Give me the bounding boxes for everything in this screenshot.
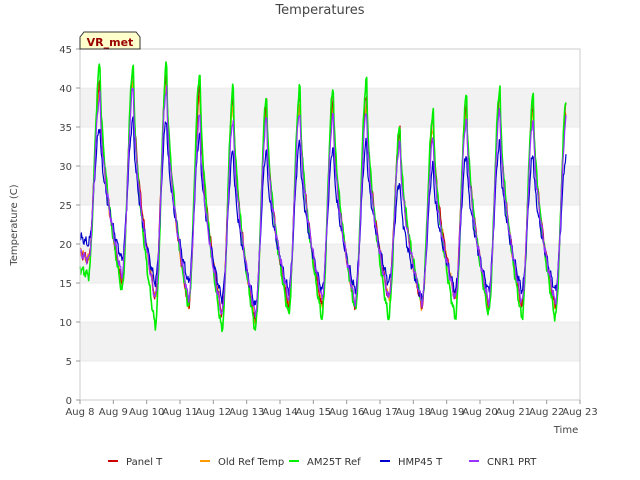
series-layer [79, 61, 567, 333]
y-axis-label: Temperature (C) [9, 184, 20, 266]
y-tick-label: 5 [66, 357, 72, 368]
x-tick-label: Aug 23 [562, 407, 597, 418]
legend-label: AM25T Ref [307, 457, 361, 468]
y-tick-label: 30 [59, 162, 72, 173]
legend-label: HMP45 T [398, 457, 443, 468]
y-tick-label: 10 [59, 318, 72, 329]
station-badge: VR_met [79, 31, 141, 50]
background-band [79, 282, 581, 323]
x-tick-label: Aug 18 [396, 407, 431, 418]
y-axis-ticks: 0 5 10 15 20 25 30 35 40 45 [59, 45, 80, 407]
x-tick-label: Aug 11 [162, 407, 197, 418]
legend: Panel T Old Ref Temp AM25T Ref HMP45 T CNR1 … [108, 457, 537, 468]
x-tick-label: Aug 21 [496, 407, 531, 418]
plot-frame [79, 48, 581, 401]
y-tick-label: 15 [59, 279, 72, 290]
y-tick-label: 40 [59, 84, 72, 95]
background-band [79, 48, 581, 89]
x-tick-label: Aug 14 [262, 407, 297, 418]
series-line-cnr1-prt [79, 85, 567, 318]
x-tick-label: Aug 13 [229, 407, 264, 418]
station-badge-box [79, 31, 141, 50]
x-tick-label: Aug 10 [129, 407, 164, 418]
plot-background-bands [79, 48, 581, 401]
legend-label: Panel T [126, 457, 163, 468]
x-axis-label: Time [553, 425, 578, 436]
x-tick-label: Aug 16 [329, 407, 364, 418]
y-tick-label: 0 [66, 396, 72, 407]
x-tick-label: Aug 20 [462, 407, 497, 418]
y-tick-label: 25 [59, 201, 72, 212]
background-band [79, 243, 581, 284]
background-band [79, 204, 581, 245]
x-tick-label: Aug 12 [196, 407, 231, 418]
x-tick-label: Aug 9 [99, 407, 128, 418]
x-tick-label: Aug 15 [296, 407, 331, 418]
x-tick-label: Aug 8 [65, 407, 94, 418]
background-band [79, 321, 581, 362]
x-tick-label: Aug 17 [362, 407, 397, 418]
legend-label: CNR1 PRT [487, 457, 537, 468]
chart-title: Temperatures [274, 3, 364, 18]
x-tick-label: Aug 19 [429, 407, 464, 418]
y-tick-label: 35 [59, 123, 72, 134]
y-tick-label: 45 [59, 45, 72, 56]
background-band [79, 360, 581, 401]
station-badge-label: VR_met [87, 36, 134, 49]
x-tick-label: Aug 22 [529, 407, 564, 418]
y-tick-label: 20 [59, 240, 72, 251]
legend-label: Old Ref Temp [218, 457, 284, 468]
